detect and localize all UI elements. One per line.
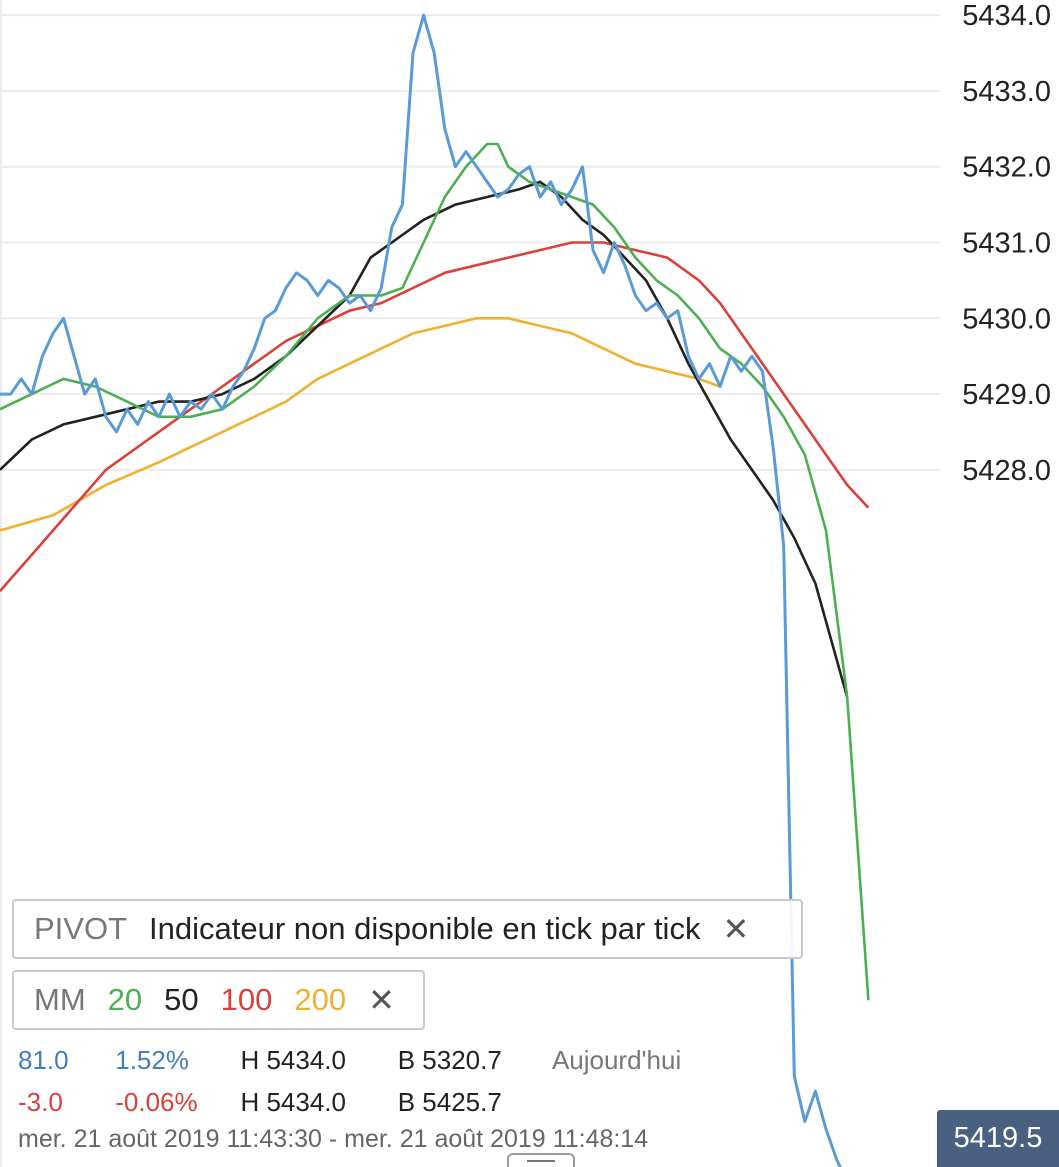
pivot-indicator-panel: PIVOT Indicateur non disponible en tick … <box>12 899 803 959</box>
series-line-mm100 <box>0 241 870 592</box>
stats-change: 81.0 <box>18 1045 69 1075</box>
stats-row-today: 81.0 1.52% H 5434.0 B 5320.7 Aujourd'hui <box>18 1045 681 1076</box>
y-tick-label: 5430.0 <box>962 303 1051 335</box>
mm-period-20: 20 <box>107 982 143 1017</box>
series-line-mm200 <box>0 316 721 532</box>
stats-pct: -0.06% <box>115 1087 198 1117</box>
stats-change: -3.0 <box>18 1087 63 1117</box>
mm-period-50: 50 <box>164 982 199 1017</box>
mm-period-100: 100 <box>220 982 273 1017</box>
y-tick-label: 5432.0 <box>962 152 1051 184</box>
current-price-badge: 5419.5 <box>937 1110 1059 1167</box>
mm-close-icon[interactable]: ✕ <box>368 982 395 1018</box>
stats-high: H 5434.0 <box>240 1087 346 1117</box>
y-tick-label: 5434.0 <box>962 0 1051 32</box>
y-tick-label: 5429.0 <box>962 379 1051 411</box>
time-range: mer. 21 août 2019 11:43:30 - mer. 21 aoû… <box>18 1125 649 1153</box>
stats-high: H 5434.0 <box>240 1045 346 1075</box>
stats-period: Aujourd'hui <box>551 1045 682 1075</box>
y-tick-label: 5431.0 <box>962 227 1051 259</box>
drag-handle[interactable] <box>507 1153 575 1167</box>
pivot-close-icon[interactable]: ✕ <box>722 911 750 947</box>
y-tick-label: 5428.0 <box>962 455 1051 487</box>
mm-period-200: 200 <box>294 982 347 1017</box>
pivot-label: PIVOT <box>34 911 128 946</box>
stats-pct: 1.52% <box>115 1045 189 1075</box>
stats-low: B 5425.7 <box>397 1087 502 1117</box>
grid-lines <box>0 0 940 1167</box>
mm-indicator-panel: MM 20 50 100 200 ✕ <box>12 970 425 1030</box>
series-line-mm50 <box>0 180 849 698</box>
stats-low: B 5320.7 <box>397 1045 502 1075</box>
series-line-mm20 <box>0 142 870 1001</box>
mm-label: MM <box>34 982 86 1017</box>
pivot-message: Indicateur non disponible en tick par ti… <box>149 911 701 946</box>
y-axis-ticks: 5434.0 5433.0 5432.0 5431.0 5430.0 5429.0 5428… <box>962 0 1051 487</box>
y-tick-label: 5433.0 <box>962 76 1051 108</box>
series-line-price <box>0 13 842 1167</box>
stats-row-range: -3.0 -0.06% H 5434.0 B 5425.7 <box>18 1087 502 1118</box>
series-layer <box>0 13 870 1167</box>
